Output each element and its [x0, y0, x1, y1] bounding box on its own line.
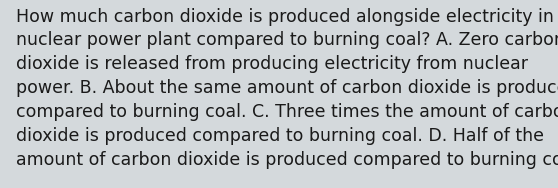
Text: How much carbon dioxide is produced alongside electricity in a
nuclear power pla: How much carbon dioxide is produced alon… — [16, 8, 558, 169]
